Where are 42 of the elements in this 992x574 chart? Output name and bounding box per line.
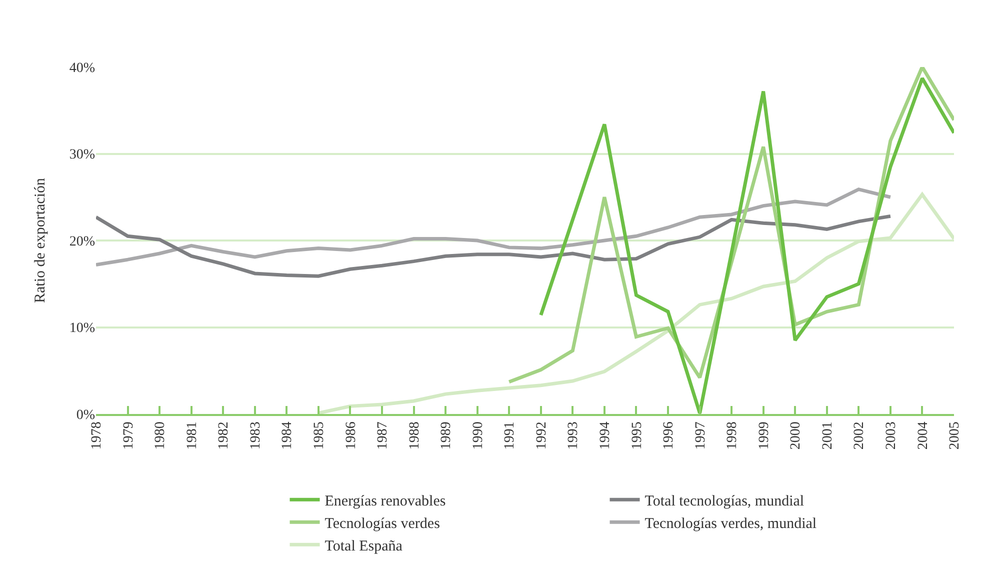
x-tick-label: 1995: [630, 422, 645, 450]
x-tick-label: 1982: [216, 422, 232, 450]
x-tick-label: 1986: [344, 422, 359, 450]
line-series: [96, 188, 892, 267]
x-tick-label: 1985: [312, 422, 327, 450]
x-tick-label: 2000: [788, 422, 804, 450]
legend-label: Tecnologías verdes: [324, 516, 440, 532]
x-tick-label: 2001: [820, 422, 836, 450]
legend-label: Total tecnologías, mundial: [644, 494, 804, 510]
x-tick-label: 2003: [884, 422, 899, 450]
x-tick-label: 2005: [948, 422, 963, 450]
x-tick-label: 1991: [502, 422, 518, 450]
y-tick-label: 10%: [69, 321, 96, 336]
x-tick-label: 1989: [439, 422, 454, 450]
line-series: [539, 76, 954, 414]
x-tick-label: 2004: [916, 422, 931, 450]
x-tick-label: 1996: [662, 422, 677, 450]
x-tick-label: 1987: [376, 422, 391, 450]
x-tick-label: 1984: [280, 422, 296, 450]
line-series: [96, 214, 892, 278]
x-tick-label: 1998: [725, 422, 740, 450]
legend-label: Tecnologías verdes, mundial: [644, 516, 817, 532]
y-tick-label: 30%: [69, 148, 96, 163]
y-tick-label: 0%: [76, 408, 96, 423]
x-tick-label: 1997: [693, 422, 708, 450]
x-tick-label: 1990: [470, 422, 486, 450]
y-tick-label: 20%: [69, 234, 96, 250]
x-tick-label: 1978: [90, 422, 105, 450]
x-tick-label: 1981: [184, 422, 200, 450]
legend-label: Energías renovables: [324, 494, 446, 510]
x-tick-label: 1983: [248, 422, 264, 450]
x-tick-label: 1988: [407, 422, 422, 450]
x-tick-label: 1992: [534, 422, 550, 450]
x-tick-label: 1999: [756, 422, 772, 450]
x-tick-label: 1980: [153, 422, 168, 450]
x-tick-label: 1994: [598, 422, 613, 450]
x-tick-label: 1993: [566, 422, 582, 450]
x-tick-label: 1979: [121, 422, 136, 450]
y-tick-label: 40%: [69, 60, 96, 76]
x-tick-label: 2002: [852, 422, 868, 450]
y-axis-title: Ratio de exportación: [32, 178, 49, 303]
legend-label: Total España: [324, 538, 403, 554]
